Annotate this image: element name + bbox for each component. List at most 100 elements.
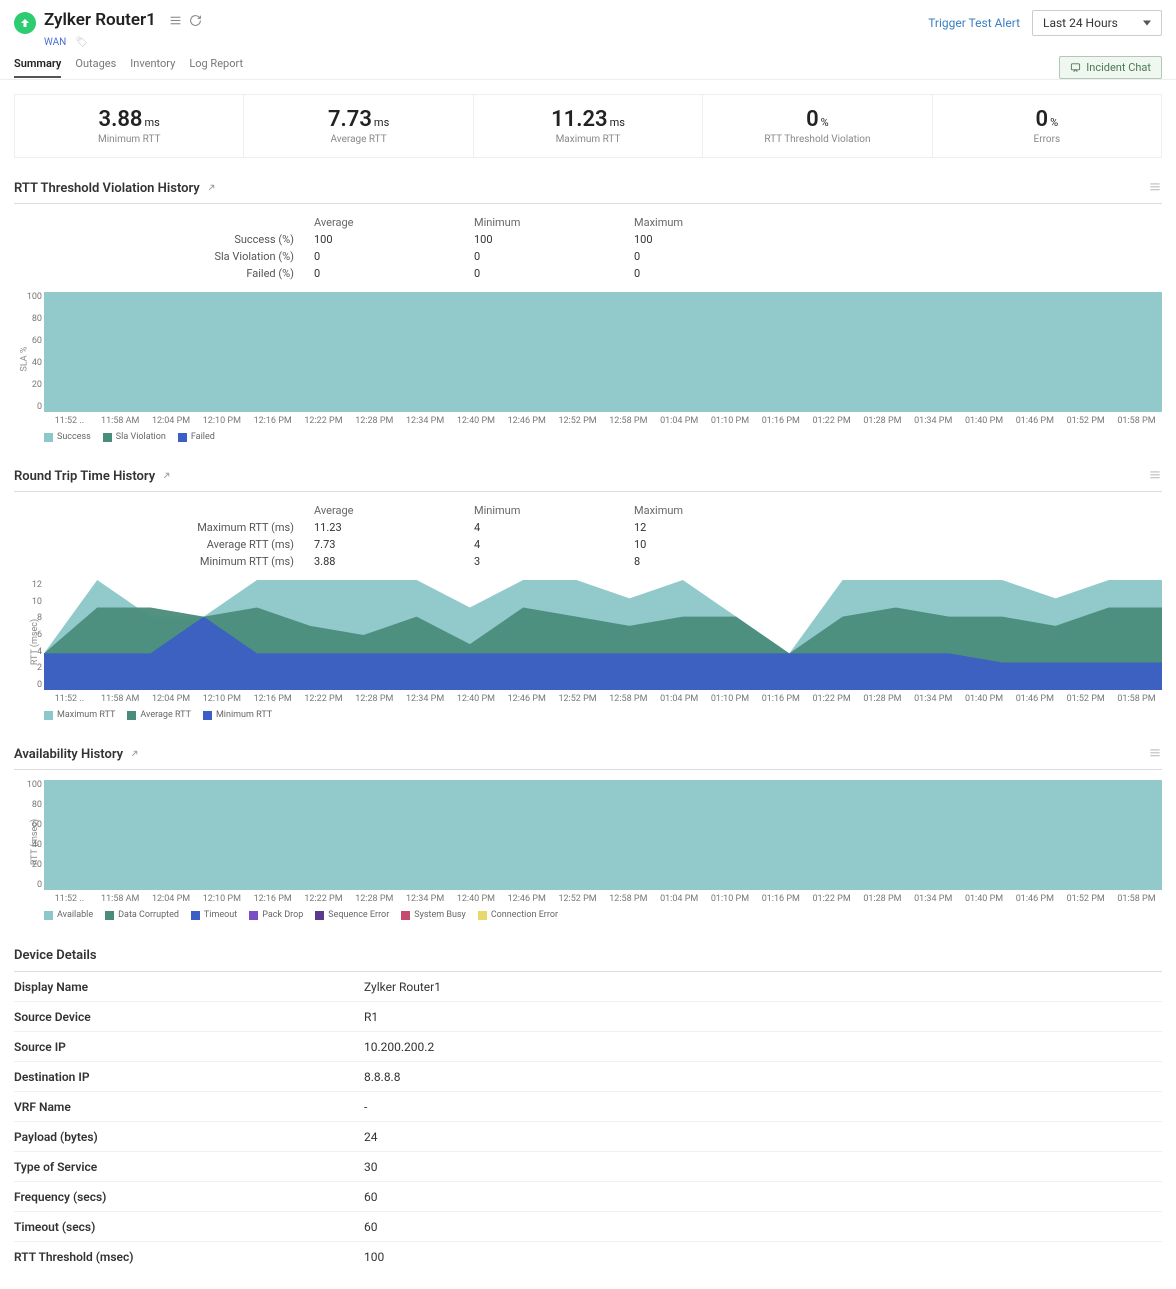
panel-title: Availability History <box>14 747 123 762</box>
tag-row: WAN 🏷 <box>44 34 928 48</box>
details-value: 100 <box>364 1250 384 1264</box>
panel-menu-icon[interactable] <box>1148 180 1162 197</box>
stat-value: 0% <box>933 107 1161 132</box>
details-value: Zylker Router1 <box>364 980 441 994</box>
rtt-violation-panel: RTT Threshold Violation History AverageM… <box>14 172 1162 442</box>
yaxis-ticks: 100806040200 <box>24 292 42 412</box>
expand-icon[interactable] <box>206 182 217 196</box>
cell-value: 100 <box>474 233 634 246</box>
details-key: Source Device <box>14 1010 364 1024</box>
legend-item[interactable]: Connection Error <box>478 910 558 920</box>
stat-value: 3.88ms <box>15 107 243 132</box>
details-value: 24 <box>364 1130 378 1144</box>
tab-outages[interactable]: Outages <box>75 57 116 78</box>
legend-item[interactable]: System Busy <box>401 910 466 920</box>
cell-value: 0 <box>314 250 474 263</box>
cell-value: 3.88 <box>314 555 474 568</box>
stat-cell: 3.88ms Minimum RTT <box>15 95 244 157</box>
legend-item[interactable]: Sla Violation <box>103 432 166 442</box>
yaxis-ticks: 121086420 <box>24 580 42 690</box>
row-label: Success (%) <box>14 233 314 246</box>
details-row: RTT Threshold (msec)100 <box>14 1242 1162 1271</box>
legend-item[interactable]: Sequence Error <box>315 910 389 920</box>
cell-value: 8 <box>634 555 794 568</box>
cell-value: 7.73 <box>314 538 474 551</box>
col-header: Average <box>314 216 474 229</box>
legend-item[interactable]: Failed <box>178 432 215 442</box>
legend-label: Timeout <box>204 910 237 920</box>
xaxis-labels: 11:52 ..11:58 AM12:04 PM12:10 PM12:16 PM… <box>44 894 1162 904</box>
legend-label: System Busy <box>414 910 466 920</box>
panel-header: Availability History <box>14 738 1162 770</box>
details-row: Source DeviceR1 <box>14 1002 1162 1032</box>
legend-item[interactable]: Minimum RTT <box>203 710 272 720</box>
legend-item[interactable]: Data Corrupted <box>105 910 179 920</box>
incident-chat-label: Incident Chat <box>1086 61 1151 74</box>
legend-item[interactable]: Timeout <box>191 910 237 920</box>
legend-item[interactable]: Available <box>44 910 93 920</box>
details-key: Source IP <box>14 1040 364 1054</box>
menu-icon[interactable] <box>169 14 182 30</box>
details-key: Destination IP <box>14 1070 364 1084</box>
panel-menu-icon[interactable] <box>1148 746 1162 763</box>
expand-icon[interactable] <box>129 748 140 762</box>
rtt-history-chart <box>44 580 1162 690</box>
cell-value: 10 <box>634 538 794 551</box>
page-header: Zylker Router1 WAN 🏷 Trigger Test Alert … <box>0 0 1176 48</box>
stat-label: Maximum RTT <box>474 134 702 145</box>
row-label: Sla Violation (%) <box>14 250 314 263</box>
col-header: Minimum <box>474 216 634 229</box>
availability-chart-wrap: RTT (msec) 100806040200 11:52 ..11:58 AM… <box>14 780 1162 904</box>
tag-icon[interactable]: 🏷 <box>75 37 88 48</box>
legend-item[interactable]: Pack Drop <box>249 910 303 920</box>
stat-label: Minimum RTT <box>15 134 243 145</box>
legend-label: Minimum RTT <box>216 710 272 720</box>
panel-header: RTT Threshold Violation History <box>14 172 1162 204</box>
rtt-history-legend: Maximum RTT Average RTT Minimum RTT <box>44 710 1162 720</box>
details-value: 10.200.200.2 <box>364 1040 434 1054</box>
legend-label: Success <box>57 432 91 442</box>
details-value: 30 <box>364 1160 378 1174</box>
panel-title: Round Trip Time History <box>14 469 155 484</box>
stat-cell: 11.23msMaximum RTT <box>474 95 703 157</box>
cell-value: 4 <box>474 521 634 534</box>
details-key: Payload (bytes) <box>14 1130 364 1144</box>
tab-summary[interactable]: Summary <box>14 57 61 78</box>
details-value: - <box>364 1100 367 1114</box>
panel-menu-icon[interactable] <box>1148 468 1162 485</box>
cell-value: 0 <box>474 267 634 280</box>
status-up-icon <box>14 12 36 34</box>
details-row: VRF Name- <box>14 1092 1162 1122</box>
rtt-history-chart-wrap: RTT (msec) 121086420 11:52 ..11:58 AM12:… <box>14 580 1162 704</box>
rtt-history-panel: Round Trip Time History AverageMinimumMa… <box>14 460 1162 720</box>
trigger-test-alert-link[interactable]: Trigger Test Alert <box>928 16 1020 30</box>
tab-log-report[interactable]: Log Report <box>189 57 243 78</box>
time-range-select[interactable]: Last 24 Hours <box>1032 10 1162 36</box>
details-key: VRF Name <box>14 1100 364 1114</box>
legend-item[interactable]: Success <box>44 432 91 442</box>
tab-inventory[interactable]: Inventory <box>130 57 175 78</box>
details-key: RTT Threshold (msec) <box>14 1250 364 1264</box>
details-key: Timeout (secs) <box>14 1220 364 1234</box>
tabs: Summary Outages Inventory Log Report <box>14 57 243 78</box>
panel-title: RTT Threshold Violation History <box>14 181 200 196</box>
stat-cell: 0%Errors <box>933 95 1161 157</box>
stat-label: RTT Threshold Violation <box>703 134 931 145</box>
refresh-icon[interactable] <box>189 14 202 30</box>
col-header: Average <box>314 504 474 517</box>
details-row: Display NameZylker Router1 <box>14 972 1162 1002</box>
row-label: Minimum RTT (ms) <box>14 555 314 568</box>
legend-label: Failed <box>191 432 215 442</box>
rtt-history-table: AverageMinimumMaximumMaximum RTT (ms)11.… <box>14 502 1162 570</box>
legend-label: Data Corrupted <box>118 910 179 920</box>
details-row: Source IP10.200.200.2 <box>14 1032 1162 1062</box>
incident-chat-button[interactable]: Incident Chat <box>1059 56 1162 79</box>
expand-icon[interactable] <box>161 470 172 484</box>
wan-tag[interactable]: WAN <box>44 37 66 48</box>
legend-item[interactable]: Average RTT <box>127 710 191 720</box>
details-row: Frequency (secs)60 <box>14 1182 1162 1212</box>
row-label: Maximum RTT (ms) <box>14 521 314 534</box>
stat-value: 7.73ms <box>244 107 472 132</box>
legend-item[interactable]: Maximum RTT <box>44 710 115 720</box>
details-title: Device Details <box>14 938 1162 972</box>
